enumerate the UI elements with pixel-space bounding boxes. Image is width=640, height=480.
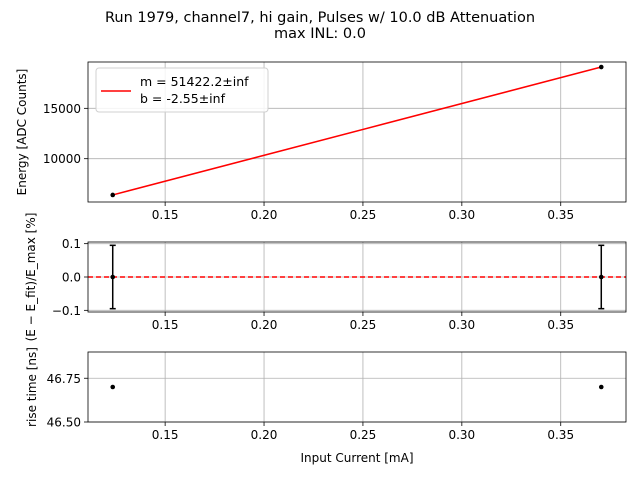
x-tick-label: 0.25 (350, 208, 377, 222)
y-axis-label: (E − E_fit)/E_max [%] (24, 213, 38, 342)
x-tick-label: 0.25 (350, 428, 377, 442)
y-tick-label: 15000 (43, 102, 81, 116)
axes-frame (87, 351, 627, 423)
x-tick-label: 0.20 (251, 208, 278, 222)
fit-line (112, 66, 602, 196)
data-point (598, 384, 604, 390)
chart-title: Run 1979, channel7, hi gain, Pulses w/ 1… (105, 10, 535, 26)
panels-group: 0.15 0.20 0.25 0.30 0.35 10000 15000 Energy [AD… (15, 61, 627, 465)
x-axis-label: Input Current [mA] (300, 451, 413, 465)
residuals-panel: 0.15 0.20 0.25 0.30 0.35 −0.1 0.0 0.1 (E − E_fit… (24, 213, 627, 342)
x-tick-label: 0.35 (547, 208, 574, 222)
y-tick-label: 10000 (43, 152, 81, 166)
x-tick-label: 0.15 (152, 428, 179, 442)
x-tick-label: 0.15 (152, 318, 179, 332)
y-axis-label: Energy [ADC Counts] (15, 69, 29, 196)
axes-frame (87, 241, 627, 313)
data-point (598, 274, 604, 280)
data-point (110, 384, 116, 390)
data-point (110, 192, 116, 198)
x-tick-label: 0.30 (448, 428, 475, 442)
x-tick-label: 0.30 (448, 208, 475, 222)
x-tick-label: 0.35 (547, 318, 574, 332)
legend-entry-slope: m = 51422.2±inf (140, 74, 249, 89)
y-tick-label: 0.0 (62, 271, 81, 285)
y-tick-label: 46.50 (47, 416, 81, 430)
x-tick-label: 0.20 (251, 428, 278, 442)
x-tick-label: 0.20 (251, 318, 278, 332)
y-tick-label: 0.1 (62, 237, 81, 251)
x-tick-label: 0.15 (152, 208, 179, 222)
x-tick-label: 0.25 (350, 318, 377, 332)
chart-subtitle: max INL: 0.0 (274, 26, 366, 42)
y-axis-label: rise time [ns] (25, 347, 39, 427)
legend-box (95, 67, 269, 113)
rise-time-panel: 0.15 0.20 0.25 0.30 0.35 46.50 46.75 rise time … (25, 347, 627, 465)
y-tick-label: −0.1 (52, 304, 81, 318)
legend-entry-intercept: b = -2.55±inf (140, 91, 226, 106)
x-tick-label: 0.30 (448, 318, 475, 332)
data-point (598, 64, 604, 70)
energy-fit-panel: 0.15 0.20 0.25 0.30 0.35 10000 15000 Energy [AD… (15, 61, 627, 222)
x-tick-label: 0.35 (547, 428, 574, 442)
axes-frame (87, 61, 627, 203)
legend: m = 51422.2±inf b = -2.55±inf (95, 67, 269, 113)
y-tick-label: 46.75 (47, 372, 81, 386)
data-point (110, 274, 116, 280)
